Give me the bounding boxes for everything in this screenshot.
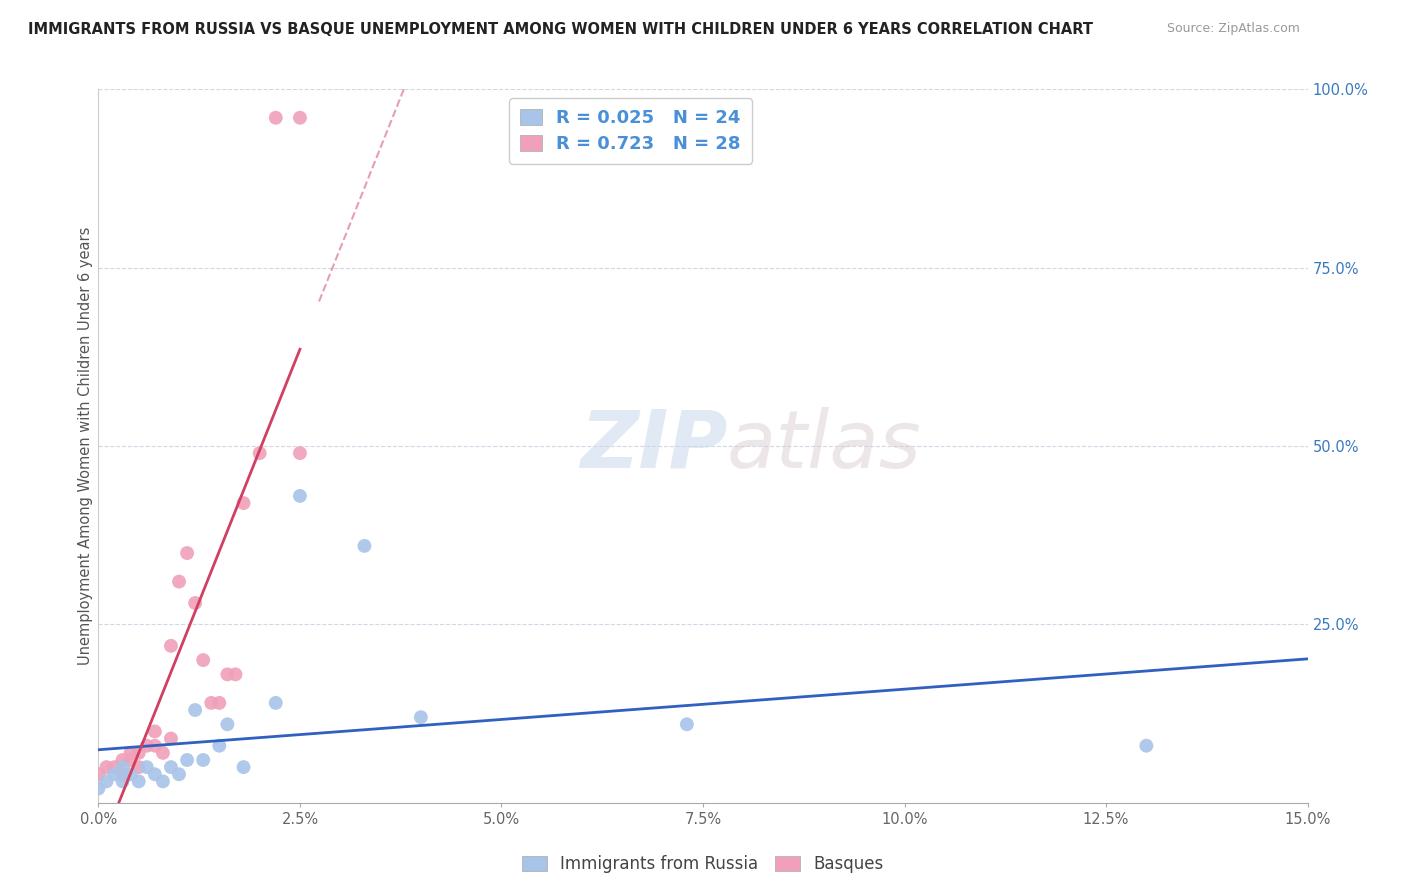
Point xyxy=(193,753,215,767)
Point xyxy=(184,703,207,717)
Point xyxy=(167,767,190,781)
Point xyxy=(111,774,134,789)
Point xyxy=(232,496,254,510)
Point xyxy=(176,753,198,767)
Point xyxy=(208,739,231,753)
Point xyxy=(143,724,166,739)
Point xyxy=(200,696,222,710)
Point xyxy=(184,596,207,610)
Point xyxy=(249,446,271,460)
Point xyxy=(264,696,287,710)
Y-axis label: Unemployment Among Women with Children Under 6 years: Unemployment Among Women with Children U… xyxy=(77,227,93,665)
Point xyxy=(217,717,239,731)
Text: ZIP: ZIP xyxy=(579,407,727,485)
Point xyxy=(353,539,375,553)
Point xyxy=(103,760,125,774)
Point xyxy=(167,574,190,589)
Point xyxy=(676,717,699,731)
Point xyxy=(111,767,134,781)
Legend: Immigrants from Russia, Basques: Immigrants from Russia, Basques xyxy=(516,849,890,880)
Point xyxy=(111,753,134,767)
Point xyxy=(288,489,311,503)
Point xyxy=(232,760,254,774)
Point xyxy=(135,760,157,774)
Point xyxy=(135,739,157,753)
Point xyxy=(288,111,311,125)
Point xyxy=(120,753,142,767)
Point xyxy=(87,781,110,796)
Point xyxy=(217,667,239,681)
Point xyxy=(96,760,118,774)
Point xyxy=(1135,739,1157,753)
Point xyxy=(224,667,246,681)
Point xyxy=(128,746,150,760)
Point xyxy=(96,774,118,789)
Text: Source: ZipAtlas.com: Source: ZipAtlas.com xyxy=(1167,22,1301,36)
Point xyxy=(160,639,183,653)
Point xyxy=(128,760,150,774)
Text: atlas: atlas xyxy=(727,407,922,485)
Point xyxy=(176,546,198,560)
Point xyxy=(288,446,311,460)
Point xyxy=(208,696,231,710)
Point xyxy=(160,760,183,774)
Point xyxy=(160,731,183,746)
Point xyxy=(152,746,174,760)
Point xyxy=(103,767,125,781)
Point xyxy=(128,774,150,789)
Point xyxy=(152,774,174,789)
Point xyxy=(111,760,134,774)
Point xyxy=(120,746,142,760)
Point xyxy=(87,767,110,781)
Point xyxy=(143,739,166,753)
Text: IMMIGRANTS FROM RUSSIA VS BASQUE UNEMPLOYMENT AMONG WOMEN WITH CHILDREN UNDER 6 : IMMIGRANTS FROM RUSSIA VS BASQUE UNEMPLO… xyxy=(28,22,1092,37)
Point xyxy=(120,767,142,781)
Point xyxy=(193,653,215,667)
Point xyxy=(409,710,432,724)
Point xyxy=(264,111,287,125)
Point xyxy=(143,767,166,781)
